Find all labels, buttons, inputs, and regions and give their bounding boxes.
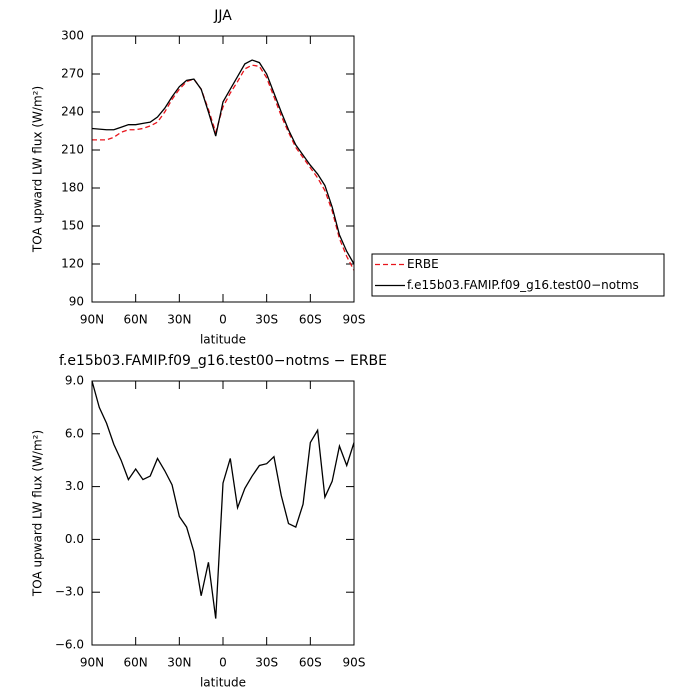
x-tick-label: 0 [219, 313, 227, 327]
y-tick-label: 240 [61, 105, 84, 119]
y-tick-label: −6.0 [55, 638, 84, 652]
x-tick-label: 30N [167, 656, 191, 670]
chart-title: f.e15b03.FAMIP.f09_g16.test00−notms − ER… [59, 353, 387, 369]
data-line [91, 380, 355, 619]
legend-label: f.e15b03.FAMIP.f09_g16.test00−notms [407, 278, 639, 292]
y-tick-label: 270 [61, 67, 84, 81]
legend: ERBE f.e15b03.FAMIP.f09_g16.test00−notms [371, 253, 665, 297]
y-tick-label: 90 [69, 295, 84, 309]
plot-frame [91, 35, 355, 303]
x-tick-label: 90S [343, 656, 366, 670]
y-tick-label: 120 [61, 257, 84, 271]
chart-title: JJA [213, 8, 232, 24]
y-tick-label: 3.0 [65, 479, 84, 493]
x-tick-label: 30N [167, 313, 191, 327]
y-tick-label: 150 [61, 219, 84, 233]
y-tick-label: 180 [61, 181, 84, 195]
legend-box [371, 253, 665, 297]
x-tick-label: 30S [255, 313, 278, 327]
y-tick-label: 0.0 [65, 532, 84, 546]
x-tick-label: 0 [219, 656, 227, 670]
x-tick-label: 90S [343, 313, 366, 327]
y-tick-label: 9.0 [65, 374, 84, 388]
y-axis-label: TOA upward LW flux (W/m²) [31, 86, 45, 253]
data-line [91, 59, 355, 265]
data-line [92, 64, 355, 271]
y-tick-label: 300 [61, 29, 84, 43]
y-tick-label: −3.0 [55, 585, 84, 599]
x-axis-label: latitude [200, 676, 246, 690]
x-tick-label: 60N [124, 313, 148, 327]
x-tick-label: 30S [255, 656, 278, 670]
y-axis-label: TOA upward LW flux (W/m²) [31, 430, 45, 597]
legend-label: ERBE [407, 257, 439, 271]
x-tick-label: 90N [80, 656, 104, 670]
y-tick-label: 6.0 [65, 426, 84, 440]
x-axis-label: latitude [200, 333, 246, 347]
x-tick-label: 60N [124, 656, 148, 670]
x-tick-label: 60S [299, 656, 322, 670]
plot-frame [91, 380, 355, 646]
y-tick-label: 210 [61, 143, 84, 157]
x-tick-label: 60S [299, 313, 322, 327]
x-tick-label: 90N [80, 313, 104, 327]
